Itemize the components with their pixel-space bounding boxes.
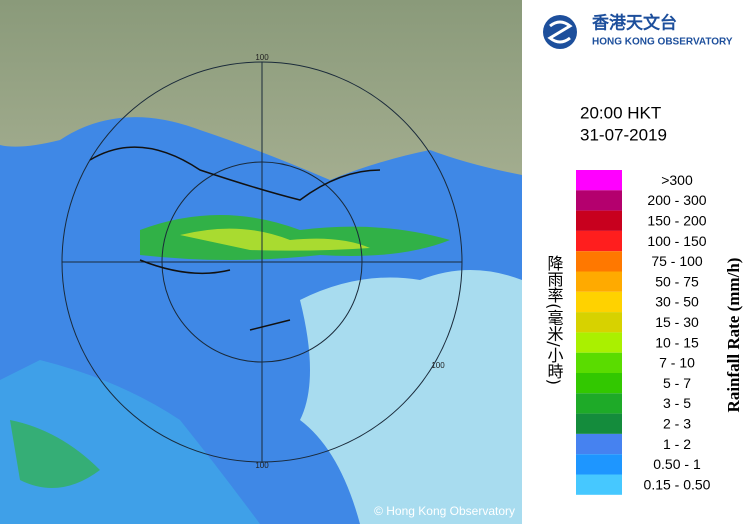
legend-swatch bbox=[576, 413, 622, 434]
legend-label: 15 - 30 bbox=[655, 314, 699, 330]
legend-swatch bbox=[576, 312, 622, 333]
legend-swatch bbox=[576, 230, 622, 252]
ring-label: 100 bbox=[255, 53, 269, 62]
legend-label: 50 - 75 bbox=[655, 273, 699, 289]
legend-label: 100 - 150 bbox=[647, 233, 706, 249]
date: 31-07-2019 bbox=[580, 125, 667, 144]
legend-label: 2 - 3 bbox=[663, 415, 691, 431]
legend-swatch bbox=[576, 393, 622, 414]
legend-swatch bbox=[576, 454, 622, 475]
legend-swatch bbox=[576, 474, 622, 495]
legend-label: 30 - 50 bbox=[655, 294, 699, 310]
copyright: © Hong Kong Observatory bbox=[374, 504, 515, 518]
time: 20:00 HKT bbox=[580, 103, 661, 122]
legend-swatch bbox=[576, 170, 622, 191]
legend-title-chinese: 降雨率(毫米/小時) bbox=[545, 255, 564, 385]
radar-map: 100 100 100 © Hong Kong Observatory bbox=[0, 0, 522, 524]
legend-label: 3 - 5 bbox=[663, 395, 691, 411]
legend-label: 75 - 100 bbox=[651, 253, 703, 269]
ring-label: 100 bbox=[431, 361, 445, 370]
legend-swatch bbox=[576, 373, 622, 394]
legend-label: 0.50 - 1 bbox=[653, 456, 701, 472]
legend-label: 1 - 2 bbox=[663, 436, 691, 452]
legend-label: 5 - 7 bbox=[663, 375, 691, 391]
legend-swatch bbox=[576, 251, 622, 272]
legend-swatch bbox=[576, 271, 622, 292]
legend-label: 150 - 200 bbox=[647, 212, 706, 228]
legend-swatch bbox=[576, 291, 622, 313]
legend-title-english: Rainfall Rate (mm/h) bbox=[724, 258, 743, 413]
legend-label: 200 - 300 bbox=[647, 192, 706, 208]
ring-label: 100 bbox=[255, 461, 269, 470]
legend-swatch bbox=[576, 352, 622, 373]
legend-swatch bbox=[576, 433, 622, 455]
logo: 香港天文台 HONG KONG OBSERVATORY bbox=[543, 12, 733, 49]
legend-label: 0.15 - 0.50 bbox=[644, 476, 711, 492]
legend-label: 7 - 10 bbox=[659, 355, 695, 371]
legend-swatch bbox=[576, 332, 622, 353]
legend-swatch bbox=[576, 210, 622, 231]
legend: >300 200 - 300 150 - 200 100 - 150 75 - 100 5… bbox=[576, 170, 711, 495]
logo-english: HONG KONG OBSERVATORY bbox=[592, 37, 733, 48]
legend-label: >300 bbox=[661, 172, 693, 188]
logo-chinese: 香港天文台 bbox=[592, 12, 677, 32]
legend-label: 10 - 15 bbox=[655, 334, 699, 350]
legend-swatch bbox=[576, 190, 622, 211]
